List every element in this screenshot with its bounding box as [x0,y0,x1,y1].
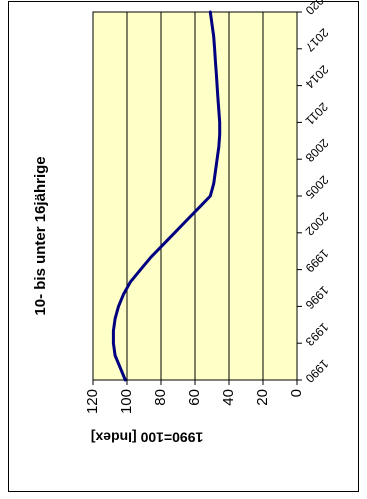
value-axis-tick-label: 120 [84,389,101,414]
value-axis-tick-label: 100 [118,389,135,414]
value-axis-tick-label: 0 [288,389,305,397]
value-axis-tick-label: 80 [152,389,169,406]
gridlines [126,12,264,380]
series-line [111,10,222,382]
value-axis-ticks: 0 20 40 60 80 100 120 [84,380,305,414]
y-axis-title: 1990=100 [Index] [91,429,203,445]
value-axis-tick-label: 40 [220,389,237,406]
value-axis-tick-label: 20 [254,389,271,406]
value-axis-tick-label: 60 [186,389,203,406]
chart-title: 10- bis unter 16jährige [32,156,49,315]
